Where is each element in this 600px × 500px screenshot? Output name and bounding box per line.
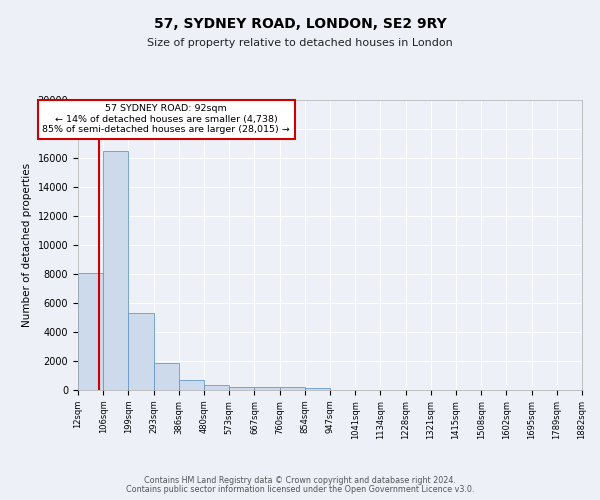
Text: 57 SYDNEY ROAD: 92sqm
← 14% of detached houses are smaller (4,738)
85% of semi-d: 57 SYDNEY ROAD: 92sqm ← 14% of detached … <box>43 104 290 134</box>
Y-axis label: Number of detached properties: Number of detached properties <box>22 163 32 327</box>
Bar <box>78 272 103 390</box>
Bar <box>254 387 280 390</box>
Text: Size of property relative to detached houses in London: Size of property relative to detached ho… <box>147 38 453 48</box>
Bar <box>204 386 229 390</box>
Text: Contains public sector information licensed under the Open Government Licence v3: Contains public sector information licen… <box>126 485 474 494</box>
Bar <box>305 388 330 390</box>
Bar <box>179 380 204 390</box>
Bar <box>280 388 305 390</box>
Bar <box>103 151 128 390</box>
Bar <box>154 363 179 390</box>
Bar <box>128 313 154 390</box>
Text: Contains HM Land Registry data © Crown copyright and database right 2024.: Contains HM Land Registry data © Crown c… <box>144 476 456 485</box>
Bar <box>229 386 254 390</box>
Text: 57, SYDNEY ROAD, LONDON, SE2 9RY: 57, SYDNEY ROAD, LONDON, SE2 9RY <box>154 18 446 32</box>
